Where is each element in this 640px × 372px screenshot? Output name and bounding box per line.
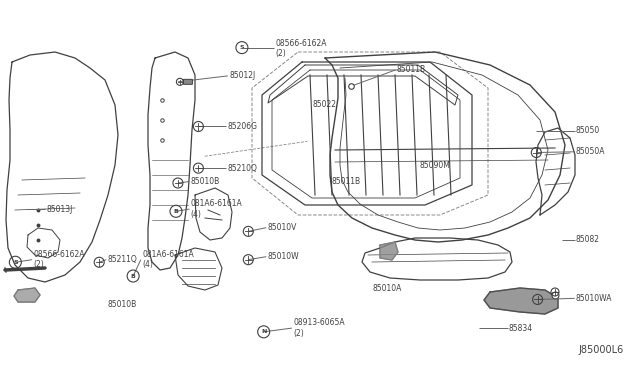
Text: B: B: [173, 209, 179, 214]
Text: S: S: [13, 260, 18, 265]
Text: 85011B: 85011B: [397, 65, 426, 74]
Polygon shape: [14, 288, 40, 302]
Text: 85011B: 85011B: [332, 177, 361, 186]
Polygon shape: [484, 288, 558, 314]
Text: 85010B: 85010B: [191, 177, 220, 186]
Text: 85834: 85834: [509, 324, 533, 333]
Text: 85206G: 85206G: [227, 122, 257, 131]
Text: 081A6-6161A
(4): 081A6-6161A (4): [142, 250, 194, 269]
Text: 08913-6065A
(2): 08913-6065A (2): [293, 318, 345, 338]
Text: 85050A: 85050A: [576, 147, 605, 156]
Text: 85210Q: 85210Q: [227, 164, 257, 173]
Text: 85022: 85022: [312, 100, 337, 109]
Text: 85010A: 85010A: [372, 284, 402, 293]
Text: 85090M: 85090M: [419, 161, 450, 170]
Text: 85010B: 85010B: [108, 300, 137, 309]
Text: 85082: 85082: [576, 235, 600, 244]
Text: 08566-6162A
(2): 08566-6162A (2): [275, 39, 326, 58]
Text: 85211Q: 85211Q: [108, 255, 137, 264]
Text: 85012J: 85012J: [229, 71, 255, 80]
Text: B: B: [131, 273, 136, 279]
FancyBboxPatch shape: [184, 79, 193, 84]
Text: 081A6-6161A
(4): 081A6-6161A (4): [191, 199, 243, 219]
Text: 85013J: 85013J: [46, 205, 72, 214]
Text: 85010W: 85010W: [268, 252, 299, 261]
Text: N: N: [261, 329, 266, 334]
Text: 85010V: 85010V: [268, 223, 297, 232]
Text: 08566-6162A
(2): 08566-6162A (2): [33, 250, 84, 269]
Text: J85000L6: J85000L6: [579, 345, 624, 355]
Text: 85010WA: 85010WA: [576, 294, 612, 303]
Polygon shape: [380, 242, 398, 260]
Text: S: S: [239, 45, 244, 50]
Text: 85050: 85050: [576, 126, 600, 135]
